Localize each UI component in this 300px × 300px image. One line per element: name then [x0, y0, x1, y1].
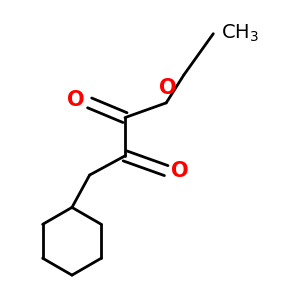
Text: O: O — [67, 90, 84, 110]
Text: CH$_3$: CH$_3$ — [221, 23, 259, 44]
Text: O: O — [172, 160, 189, 181]
Text: O: O — [159, 78, 176, 98]
